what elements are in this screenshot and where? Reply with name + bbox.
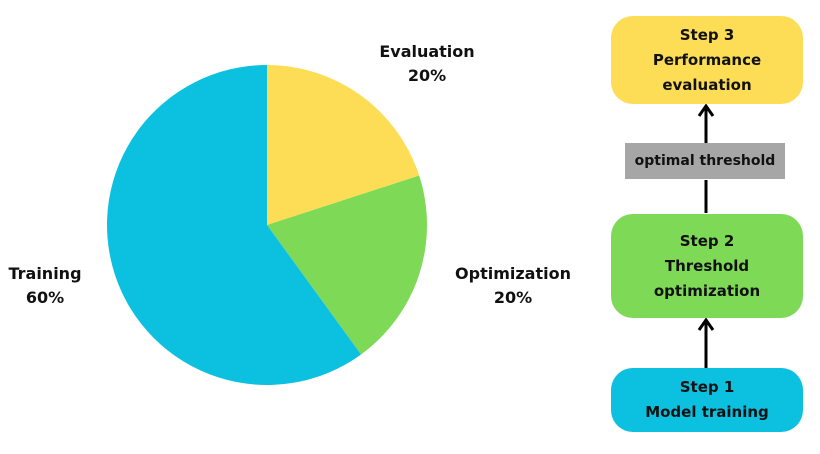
step-2-line-1: Threshold [664, 256, 750, 275]
pie-label-optimization-value: 20% [493, 288, 533, 307]
pie-slice-evaluation [267, 65, 420, 225]
step-2-line-2: optimization [653, 281, 761, 300]
step-1-box: Step 1 Model training [611, 368, 803, 432]
step-1-line-1: Model training [645, 403, 769, 421]
pie-label-optimization-name: Optimization [455, 264, 571, 283]
pie-label-training: Training 60% [0, 262, 90, 310]
optimal-threshold-text: optimal threshold [634, 153, 776, 169]
optimal-threshold-label: optimal threshold [625, 143, 785, 179]
step-3-box: Step 3 Performance evaluation [611, 16, 803, 104]
step-2-title: Step 2 [679, 231, 735, 250]
pie-label-training-name: Training [8, 264, 82, 283]
pie-label-evaluation-name: Evaluation [379, 42, 475, 61]
flow-arrows [697, 103, 715, 368]
pie-label-evaluation: Evaluation 20% [372, 40, 482, 88]
step-1-title: Step 1 [679, 378, 735, 396]
pie-label-training-value: 60% [25, 288, 65, 307]
pie-slice-training [107, 65, 362, 386]
step-3-line-2: evaluation [662, 75, 752, 94]
arrowhead-step3 [697, 103, 715, 117]
pie-slice-optimization [267, 175, 428, 355]
step-3-line-1: Performance [652, 50, 762, 69]
arrowhead-step2 [697, 317, 715, 331]
step-2-box: Step 2 Threshold optimization [611, 214, 803, 318]
pie-chart [107, 65, 428, 386]
pie-label-optimization: Optimization 20% [448, 262, 578, 310]
step-3-title: Step 3 [679, 25, 735, 44]
pie-label-evaluation-value: 20% [407, 66, 447, 85]
